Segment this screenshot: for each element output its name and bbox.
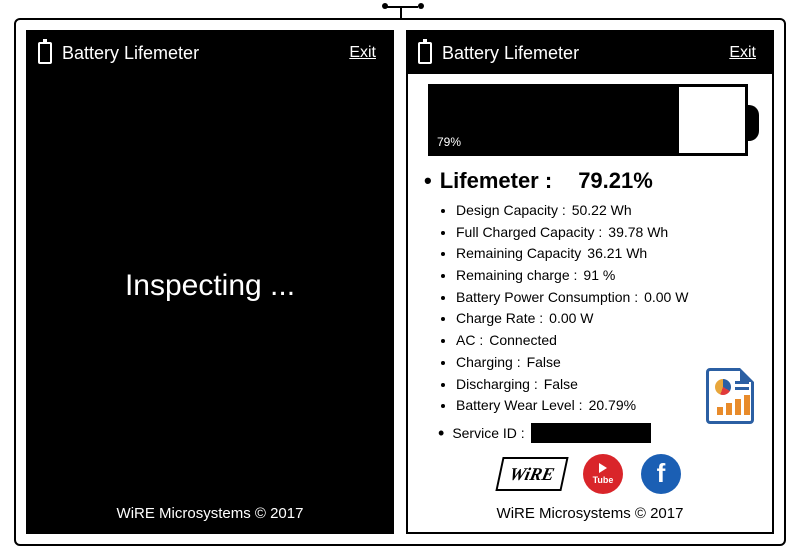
stat-value: 50.22 Wh: [572, 202, 632, 218]
battery-cap: [745, 105, 759, 141]
lifemeter-heading: • Lifemeter : 79.21%: [422, 164, 758, 200]
youtube-icon[interactable]: Tube: [583, 454, 623, 494]
stat-value: 20.79%: [589, 397, 636, 413]
stat-value: False: [527, 354, 561, 370]
service-id-redacted: [531, 423, 651, 443]
stat-label: Remaining Capacity: [456, 245, 581, 261]
panel-results: Battery Lifemeter Exit 79% • Lifemeter :…: [406, 30, 774, 534]
stat-row: Remaining charge : 91 %: [456, 265, 758, 287]
stat-value: 0.00 W: [549, 310, 593, 326]
battery-fill: 79%: [431, 87, 679, 153]
battery-graphic: 79%: [428, 84, 748, 156]
stat-row: Remaining Capacity 36.21 Wh: [456, 243, 758, 265]
stat-label: Full Charged Capacity :: [456, 224, 602, 240]
wire-logo[interactable]: WiRE: [495, 457, 568, 491]
stat-row: Charge Rate : 0.00 W: [456, 308, 758, 330]
frame-connector: [388, 0, 414, 20]
app-title: Battery Lifemeter: [62, 43, 199, 64]
footer-right: WiRE Microsystems © 2017: [408, 497, 772, 532]
stat-label: Charging :: [456, 354, 521, 370]
stat-value: 36.21 Wh: [587, 245, 647, 261]
lifemeter-value: 79.21%: [578, 168, 653, 194]
exit-link[interactable]: Exit: [349, 44, 376, 62]
lifemeter-label: Lifemeter :: [440, 168, 552, 194]
header-left: Battery Lifemeter Exit: [28, 32, 392, 74]
stat-row: Design Capacity : 50.22 Wh: [456, 200, 758, 222]
stat-label: AC :: [456, 332, 483, 348]
stat-label: Battery Power Consumption :: [456, 289, 638, 305]
stat-value: 39.78 Wh: [608, 224, 668, 240]
stat-label: Charge Rate :: [456, 310, 543, 326]
stat-value: False: [544, 376, 578, 392]
stat-row: AC : Connected: [456, 330, 758, 352]
footer-left: WiRE Microsystems © 2017: [28, 497, 392, 532]
stat-row: Full Charged Capacity : 39.78 Wh: [456, 222, 758, 244]
panel-inspecting: Battery Lifemeter Exit Inspecting ... Wi…: [26, 30, 394, 534]
service-id-label: Service ID :: [452, 425, 524, 441]
stat-label: Battery Wear Level :: [456, 397, 583, 413]
report-icon[interactable]: [706, 368, 754, 424]
social-row: WiRE Tube f: [422, 444, 758, 494]
exit-link[interactable]: Exit: [729, 44, 756, 62]
stat-row: Battery Power Consumption : 0.00 W: [456, 287, 758, 309]
stat-value: Connected: [489, 332, 557, 348]
battery-icon: [418, 42, 432, 64]
stat-label: Design Capacity :: [456, 202, 566, 218]
battery-fill-label: 79%: [437, 135, 461, 149]
inspecting-status: Inspecting ...: [28, 74, 392, 497]
header-right: Battery Lifemeter Exit: [408, 32, 772, 74]
app-title: Battery Lifemeter: [442, 43, 579, 64]
stat-label: Discharging :: [456, 376, 538, 392]
facebook-icon[interactable]: f: [641, 454, 681, 494]
stat-value: 0.00 W: [644, 289, 688, 305]
battery-icon: [38, 42, 52, 64]
stat-label: Remaining charge :: [456, 267, 577, 283]
stat-value: 91 %: [583, 267, 615, 283]
